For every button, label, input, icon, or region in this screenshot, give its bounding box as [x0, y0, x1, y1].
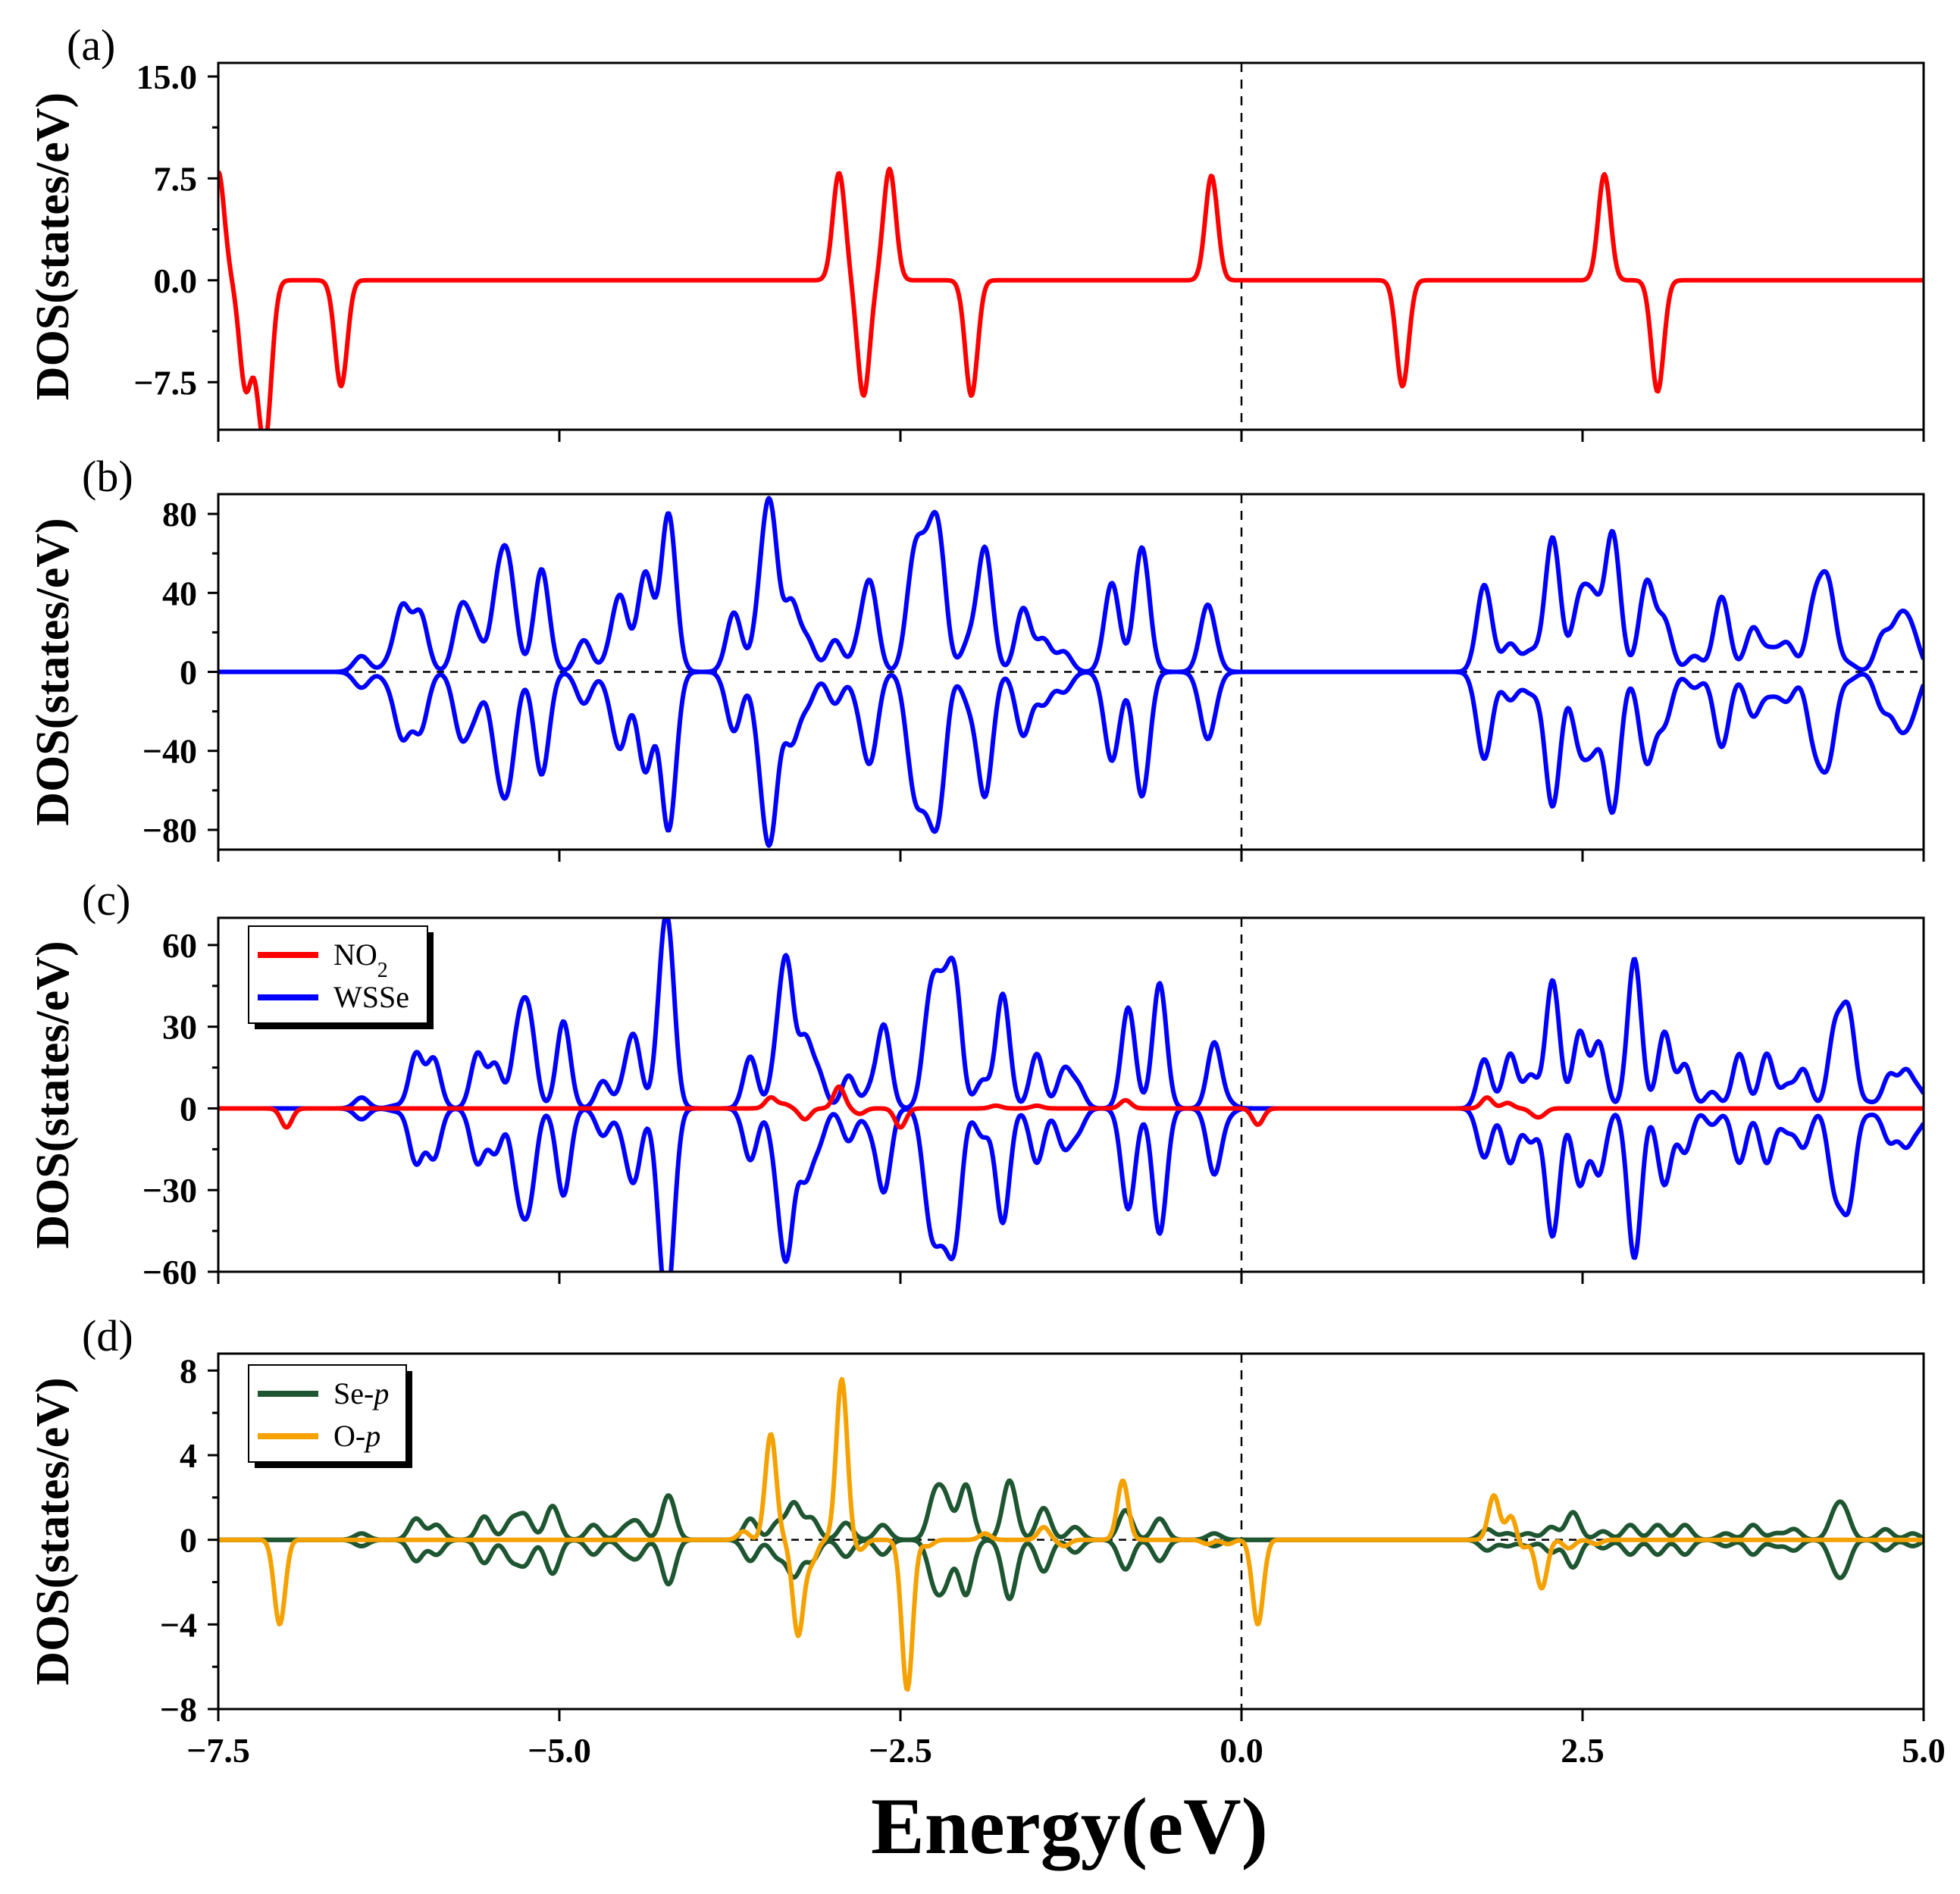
- x-tick-label: −2.5: [869, 1731, 932, 1770]
- legend-label: WSSe: [333, 980, 409, 1014]
- y-tick-label: −40: [142, 732, 197, 771]
- y-tick-label: −8: [160, 1690, 197, 1729]
- series-total-up: [218, 166, 1924, 430]
- y-tick-label: 4: [180, 1436, 197, 1475]
- series-total-up: [218, 496, 1924, 675]
- y-tick-label: 60: [162, 926, 197, 965]
- series-o-p-up: [218, 1376, 1924, 1692]
- panel-label: (b): [82, 452, 133, 501]
- panel-a: −7.5 0.0 7.5 15.0 (a) DOS(states/eV): [27, 20, 1925, 442]
- plot-frame: [217, 916, 1925, 1273]
- x-tick-label: 0.0: [1220, 1731, 1263, 1770]
- y-tick-label: 30: [162, 1008, 197, 1047]
- y-tick-label: 7.5: [154, 159, 198, 198]
- x-tick-label: −5.0: [528, 1731, 591, 1770]
- x-tick-label: 2.5: [1561, 1731, 1605, 1770]
- y-tick-label: 0: [180, 1521, 197, 1560]
- series-wsse-up: [218, 918, 1924, 1111]
- y-tick-label: −80: [142, 811, 197, 850]
- series-wsse-down: [218, 1106, 1924, 1272]
- plot-frame: [217, 61, 1925, 431]
- x-tick-label: 5.0: [1902, 1731, 1946, 1770]
- y-tick-label: 15.0: [136, 58, 198, 96]
- x-tick-label: −7.5: [186, 1731, 250, 1770]
- panel-label: (a): [67, 20, 115, 70]
- panel-label: (d): [82, 1311, 133, 1360]
- y-tick-label: −30: [142, 1171, 197, 1210]
- y-tick-label: 0.0: [154, 261, 198, 300]
- y-axis-label: DOS(states/eV): [27, 518, 79, 825]
- y-tick-label: −4: [160, 1605, 197, 1644]
- legend-label: Se-p: [333, 1376, 389, 1410]
- y-tick-label: 8: [180, 1351, 197, 1390]
- y-axis-label: DOS(states/eV): [27, 92, 79, 400]
- panel-b: −80 −40 0 40 80 (b)DOS(states/eV): [27, 452, 1925, 862]
- y-axis-label: DOS(states/eV): [27, 1377, 79, 1685]
- panel-label: (c): [82, 875, 130, 925]
- y-tick-label: −60: [142, 1253, 197, 1291]
- series-se-p-down: [218, 1537, 1924, 1601]
- legend-label: O-p: [333, 1419, 380, 1453]
- series-se-p-up: [218, 1478, 1924, 1542]
- plot-frame: [217, 1352, 1925, 1711]
- y-tick-label: 0: [180, 1089, 197, 1128]
- y-tick-label: −7.5: [133, 363, 197, 402]
- y-tick-label: 0: [180, 653, 197, 692]
- series-total-down: [218, 669, 1924, 848]
- panel-d: −8 −4 0 4 8 −7.5 −5.0 −2.5 0.0 2.5 5.0 (d)DOS(state…: [27, 1311, 1946, 1770]
- x-axis-label: Energy(eV): [871, 1782, 1268, 1871]
- y-tick-label: 80: [162, 495, 197, 534]
- series-no2-up: [218, 1084, 1924, 1130]
- y-axis-label: DOS(states/eV): [27, 941, 79, 1248]
- legend: Se-p O-p: [248, 1364, 412, 1468]
- y-tick-label: 40: [162, 574, 197, 612]
